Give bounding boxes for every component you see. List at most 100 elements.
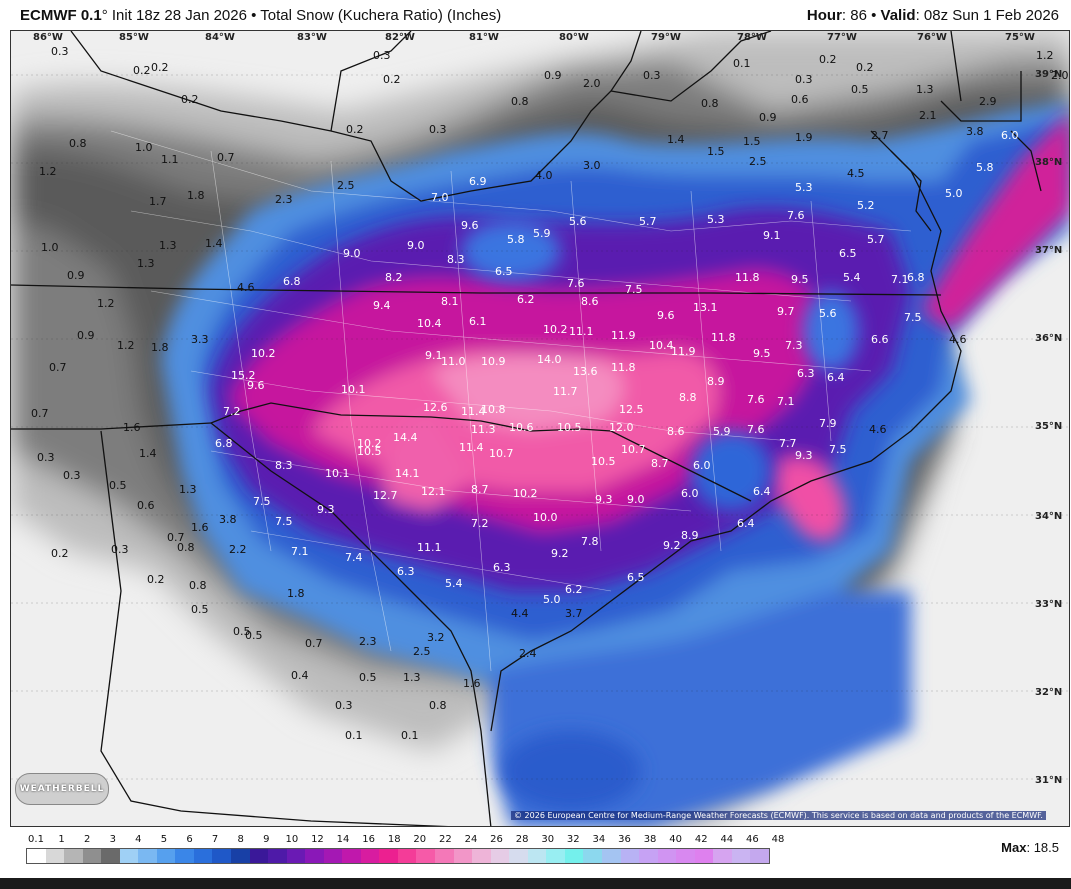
snow-value: 6.4 xyxy=(827,371,845,384)
snow-value: 10.1 xyxy=(325,467,350,480)
snow-value: 0.1 xyxy=(345,729,363,742)
snow-value: 8.3 xyxy=(447,253,465,266)
copyright-notice: © 2026 European Centre for Medium-Range … xyxy=(511,811,1046,820)
snow-value: 9.0 xyxy=(627,493,645,506)
snow-value: 1.4 xyxy=(205,237,223,250)
snow-value: 0.3 xyxy=(111,543,129,556)
snow-value: 0.3 xyxy=(373,49,391,62)
snow-value: 0.9 xyxy=(67,269,85,282)
lon-label: 78°W xyxy=(737,32,767,43)
snow-value: 2.0 xyxy=(583,77,601,90)
snow-value: 10.2 xyxy=(251,347,276,360)
snow-value: 0.8 xyxy=(511,95,529,108)
snow-value: 0.5 xyxy=(191,603,209,616)
snow-value: 14.4 xyxy=(393,431,418,444)
snow-value: 9.4 xyxy=(373,299,391,312)
legend-swatch xyxy=(639,849,658,863)
snow-value: 7.5 xyxy=(275,515,293,528)
snow-value: 4.6 xyxy=(869,423,887,436)
legend-swatch xyxy=(119,849,139,863)
snow-value: 7.5 xyxy=(625,283,643,296)
snow-value: 6.3 xyxy=(493,561,511,574)
snow-value: 7.6 xyxy=(747,393,765,406)
legend-tick: 7 xyxy=(211,834,219,845)
snow-value: 1.2 xyxy=(97,297,115,310)
snow-value: 1.2 xyxy=(1036,49,1054,62)
snow-value: 0.7 xyxy=(217,151,235,164)
weatherbell-logo: WEATHERBELL xyxy=(15,773,109,805)
snow-value: 2.5 xyxy=(413,645,431,658)
snow-value: 9.2 xyxy=(551,547,569,560)
legend-swatch xyxy=(416,849,436,863)
snow-value: 8.7 xyxy=(651,457,669,470)
snow-value: 6.6 xyxy=(871,333,889,346)
snow-value: 1.6 xyxy=(463,677,481,690)
legend-tick: 22 xyxy=(439,834,452,845)
snow-value: 0.3 xyxy=(37,451,55,464)
legend-tick: 16 xyxy=(362,834,375,845)
snow-value: 3.8 xyxy=(966,125,984,138)
snow-value: 7.1 xyxy=(777,395,795,408)
legend-swatch xyxy=(249,849,269,863)
snow-value: 5.3 xyxy=(707,213,725,226)
snow-value: 1.1 xyxy=(161,153,179,166)
legend-swatch xyxy=(342,849,361,863)
degree-symbol: ° xyxy=(101,6,108,24)
lat-label: 39°N xyxy=(1035,69,1063,80)
snow-value: 8.1 xyxy=(441,295,459,308)
snow-value: 0.5 xyxy=(851,83,869,96)
snow-value: 6.5 xyxy=(627,571,645,584)
snow-value: 6.2 xyxy=(517,293,535,306)
snow-value: 4.0 xyxy=(535,169,553,182)
snow-value: 13.6 xyxy=(573,365,598,378)
legend-swatch xyxy=(268,849,287,863)
snow-value: 7.6 xyxy=(567,277,585,290)
snow-value: 6.8 xyxy=(907,271,925,284)
legend-tick: 42 xyxy=(694,834,708,845)
snow-value: 9.0 xyxy=(343,247,361,260)
snow-value: 9.6 xyxy=(247,379,265,392)
snow-value: 4.5 xyxy=(847,167,865,180)
snow-value: 0.7 xyxy=(49,361,67,374)
graticule xyxy=(11,74,1069,780)
legend-tick: 5 xyxy=(160,834,168,845)
snow-value: 7.5 xyxy=(904,311,922,324)
legend-swatch xyxy=(397,849,417,863)
snow-value: 7.6 xyxy=(787,209,805,222)
snow-value: 3.2 xyxy=(427,631,445,644)
snow-value: 11.0 xyxy=(441,355,466,368)
snow-value: 0.8 xyxy=(189,579,207,592)
snow-value: 15.2 xyxy=(231,369,256,382)
snow-value: 7.2 xyxy=(471,517,489,530)
legend-swatch xyxy=(64,849,83,863)
snow-value: 2.5 xyxy=(337,179,355,192)
state-boundaries xyxy=(11,31,1042,826)
legend-swatch xyxy=(490,849,510,863)
lon-label: 81°W xyxy=(469,32,499,43)
snow-value: 1.6 xyxy=(123,421,141,434)
snow-value: 11.4 xyxy=(459,441,484,454)
snow-value: 2.9 xyxy=(979,95,997,108)
snow-value: 0.1 xyxy=(401,729,419,742)
snow-value: 1.8 xyxy=(287,587,305,600)
snow-value: 6.8 xyxy=(215,437,233,450)
snow-value: 1.6 xyxy=(191,521,209,534)
snow-value: 7.5 xyxy=(253,495,271,508)
snow-pockets xyxy=(461,221,859,811)
snow-value: 0.4 xyxy=(291,669,309,682)
snow-value: 0.8 xyxy=(69,137,87,150)
snow-value: 6.1 xyxy=(469,315,487,328)
snow-value: 0.5 xyxy=(109,479,127,492)
max-value: Max: 18.5 xyxy=(1001,840,1059,855)
snow-value: 0.5 xyxy=(233,625,251,638)
snow-value: 7.8 xyxy=(581,535,599,548)
max-label: Max xyxy=(1001,840,1027,855)
snow-value: 9.7 xyxy=(777,305,795,318)
legend-swatch xyxy=(583,849,602,863)
snow-value: 6.9 xyxy=(469,175,487,188)
snow-value: 10.6 xyxy=(509,421,534,434)
snow-value: 5.2 xyxy=(857,199,875,212)
snow-value: 9.6 xyxy=(657,309,675,322)
snow-value: 12.0 xyxy=(609,421,634,434)
snow-value: 6.5 xyxy=(495,265,513,278)
